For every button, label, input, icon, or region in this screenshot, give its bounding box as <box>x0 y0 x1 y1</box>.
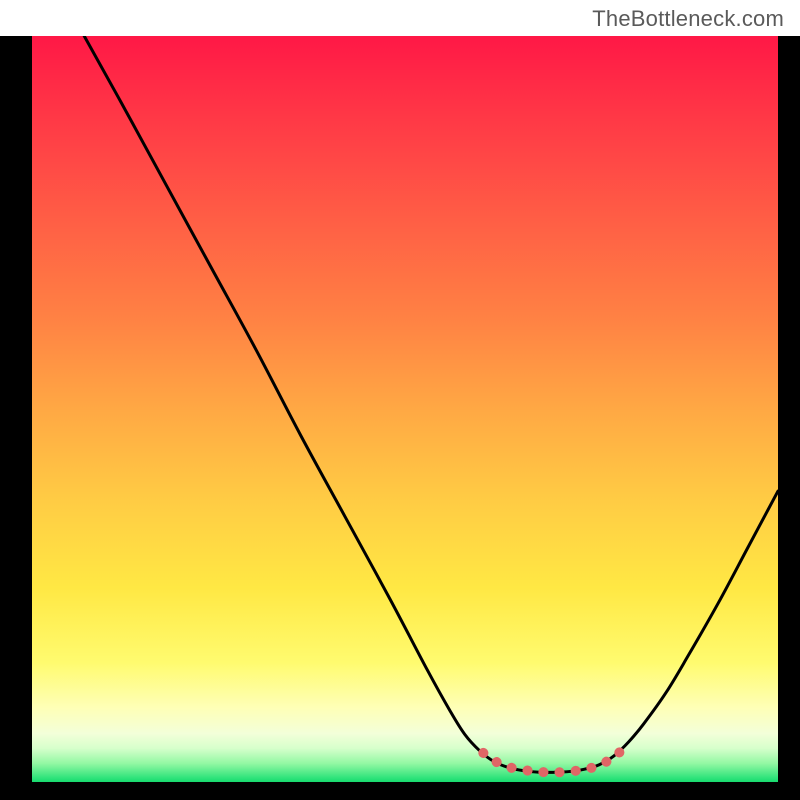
plot-background <box>32 36 778 782</box>
axis-frame-left <box>0 36 32 800</box>
axis-frame-right <box>778 36 800 800</box>
chart-svg <box>0 0 800 800</box>
axis-frame-bottom <box>0 782 800 800</box>
watermark-label: TheBottleneck.com <box>592 6 784 32</box>
bottleneck-chart <box>0 0 800 800</box>
